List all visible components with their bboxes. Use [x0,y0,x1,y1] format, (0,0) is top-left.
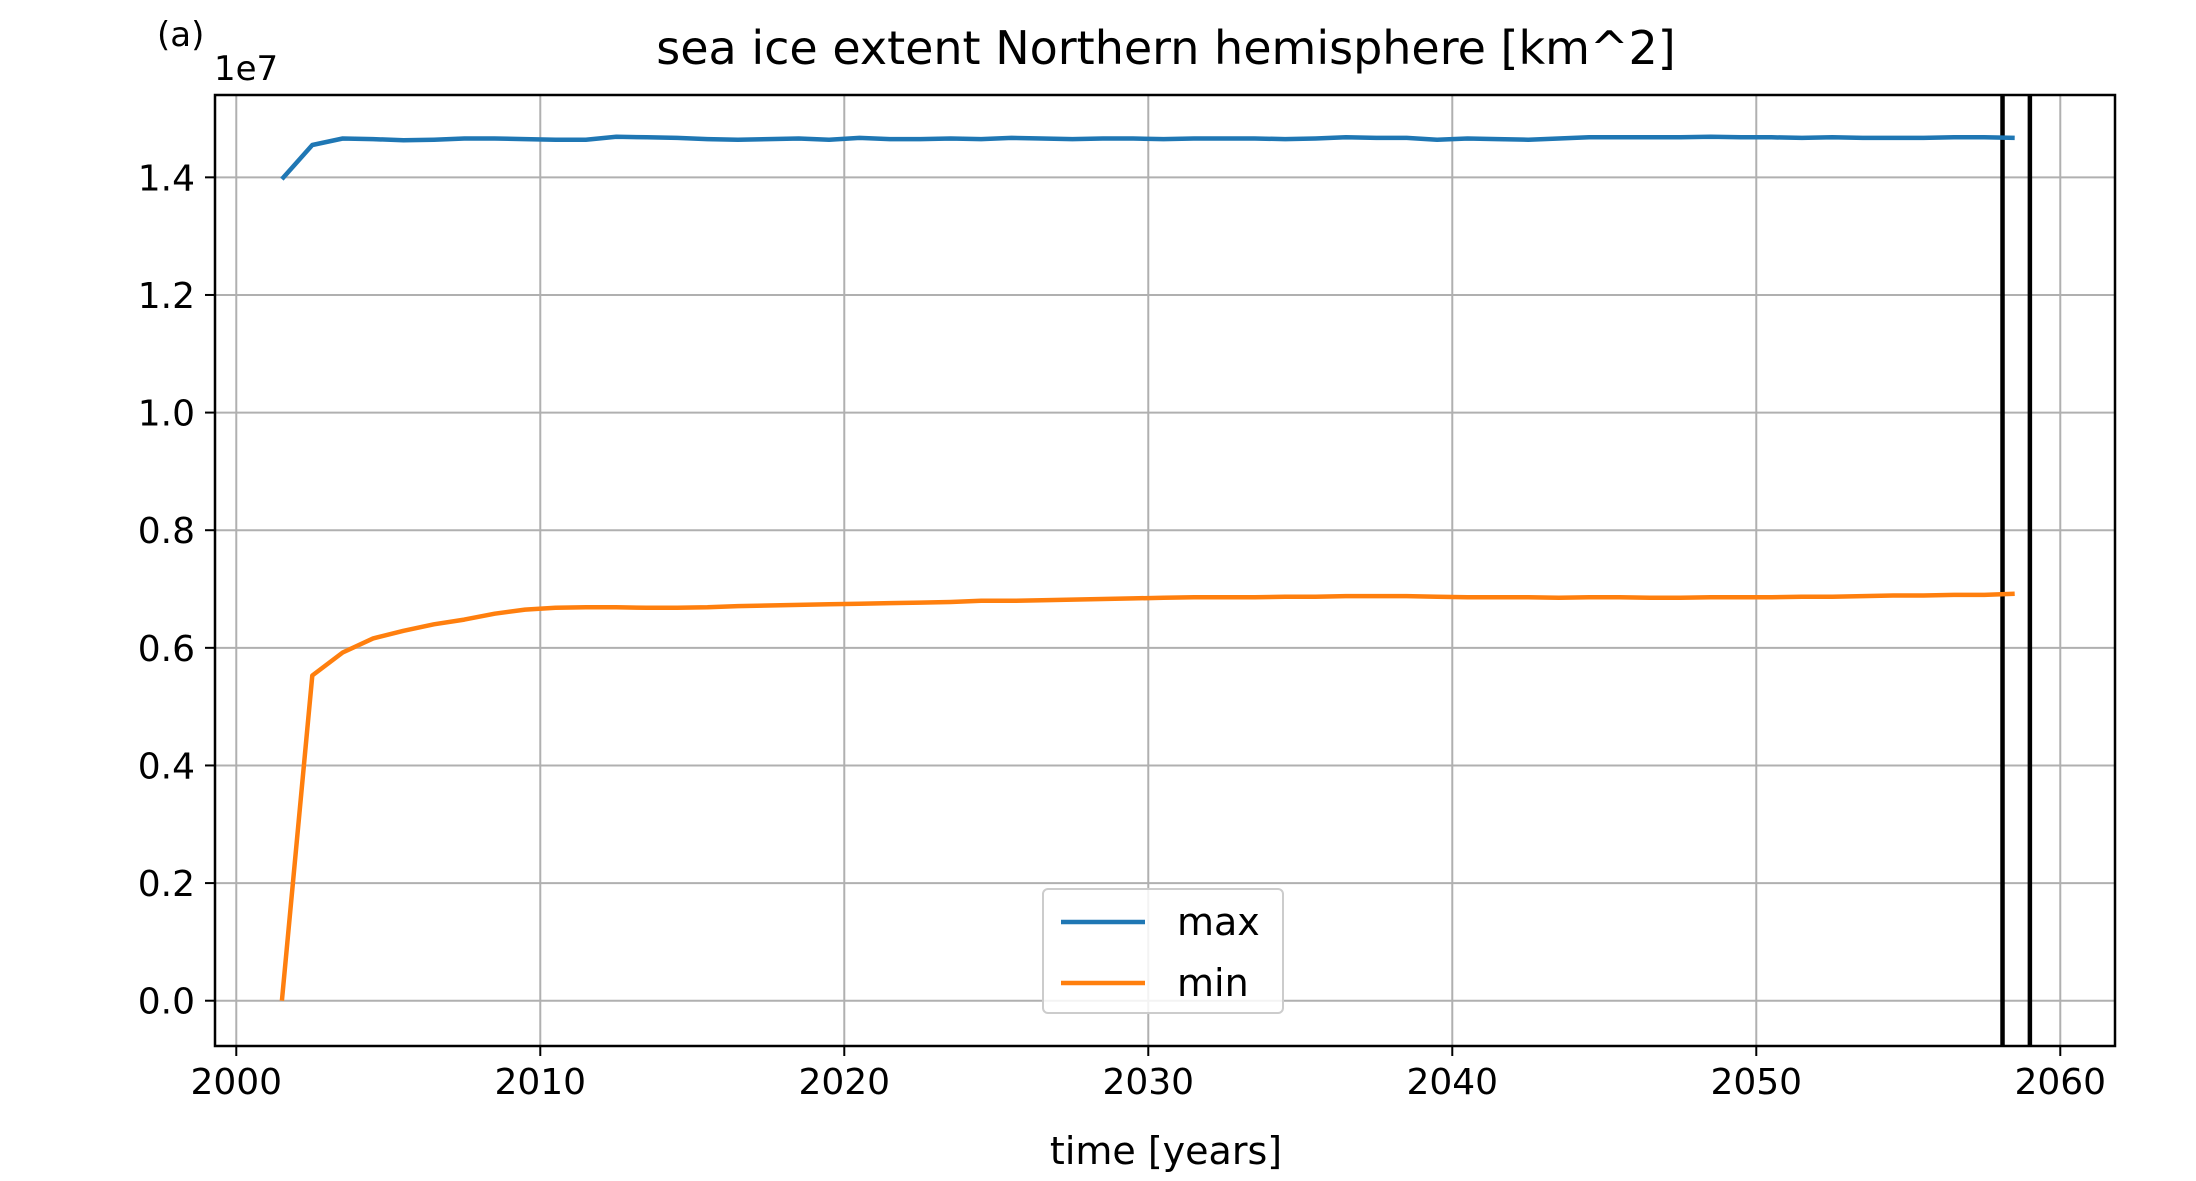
y-tick-label: 0.8 [138,511,195,552]
series-line-max [280,134,2015,181]
x-tick-label: 2030 [1102,1062,1194,1103]
x-tick-label: 2020 [798,1062,890,1103]
y-tick-label: 0.6 [138,629,195,670]
y-tick-label: 1.2 [138,276,195,317]
x-tick-label: 2060 [2014,1062,2106,1103]
x-tick-label: 2000 [190,1062,282,1103]
x-tick-label: 2050 [1710,1062,1802,1103]
legend: max min [1042,888,1284,1014]
y-tick-label: 1.0 [138,394,195,435]
chart-title: sea ice extent Northern hemisphere [km^2… [656,21,1675,75]
vertical-markers [2000,95,2033,1046]
axis-ticks: 2000 2010 2020 2030 2040 2050 2060 0.0 0.2 0.4 0.6… [138,158,2106,1103]
y-offset-label: 1e7 [214,49,278,89]
panel-label: (a) [157,15,204,55]
y-tick-label: 1.4 [138,158,195,199]
grid-lines [215,95,2115,1046]
legend-label-max: max [1177,900,1260,944]
series-line-min [279,591,2015,1001]
series-lines [279,134,2015,1001]
y-tick-label: 0.0 [138,982,195,1023]
x-tick-label: 2010 [494,1062,586,1103]
y-tick-label: 0.4 [138,746,195,787]
x-axis-label: time [years] [1050,1129,1282,1173]
legend-label-min: min [1177,961,1249,1005]
y-tick-label: 0.2 [138,864,195,905]
x-tick-label: 2040 [1406,1062,1498,1103]
plot-frame [213,93,2117,1048]
